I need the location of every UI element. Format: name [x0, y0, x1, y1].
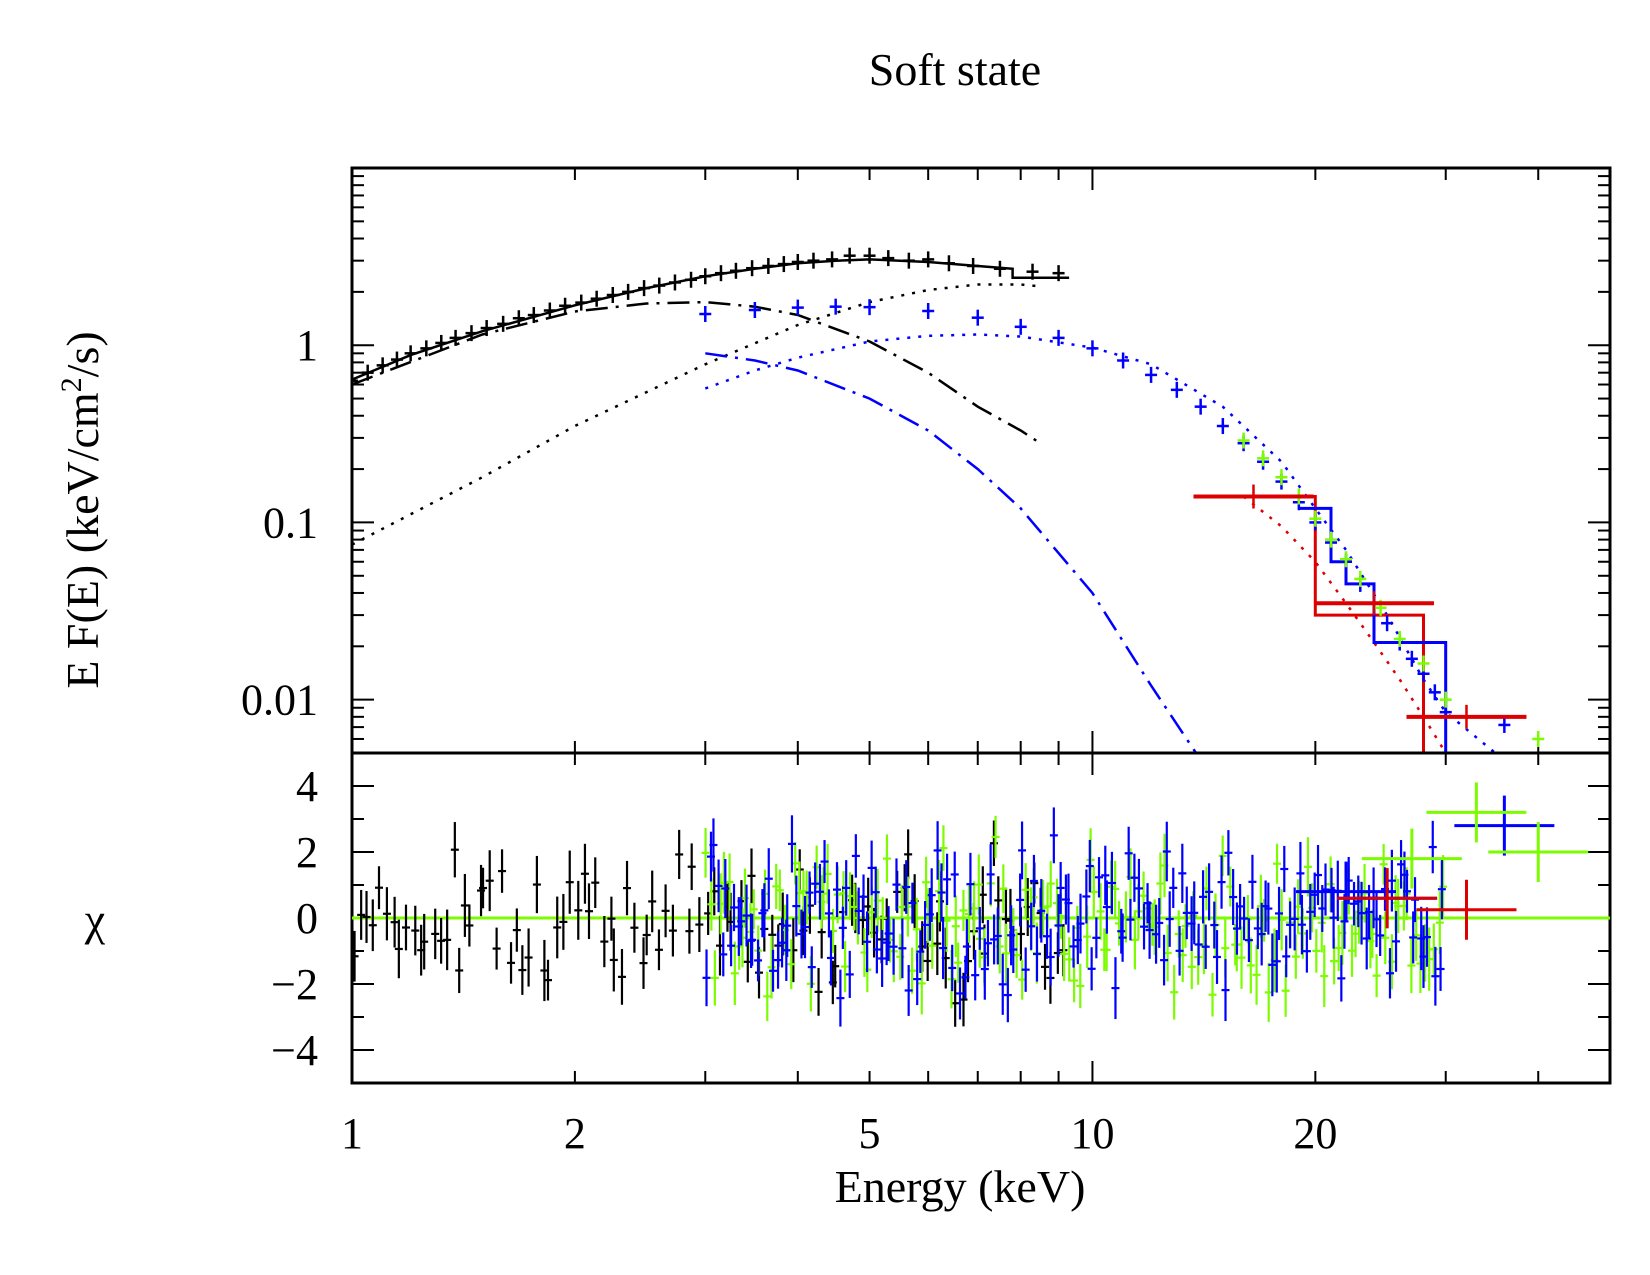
x-tick-label: 5	[859, 1109, 881, 1158]
y-tick-label: 4	[296, 762, 318, 811]
y-axis-label-sup: 2	[55, 377, 88, 392]
residual-axis-label: χ	[84, 894, 106, 945]
y-tick-label: 2	[296, 828, 318, 877]
y-axis-label-end: /s)	[57, 331, 108, 377]
model-curve	[352, 300, 1041, 445]
model-curve	[705, 352, 1198, 753]
model-curve	[1298, 506, 1448, 753]
model-curve	[352, 283, 1041, 546]
top-panel-ticks	[351, 167, 1611, 754]
bottom-panel-marks	[352, 782, 1610, 1027]
x-tick-label: 10	[1070, 1109, 1114, 1158]
y-tick-label: 0	[296, 894, 318, 943]
model-curve	[1242, 495, 1447, 753]
chart-title: Soft state	[869, 44, 1041, 95]
y-axis-label-main: E F(E) (keV/cm	[57, 392, 108, 689]
x-tick-label: 1	[341, 1109, 363, 1158]
x-tick-label: 20	[1293, 1109, 1337, 1158]
y-axis-label: E F(E) (keV/cm2/s)	[55, 331, 108, 688]
top-panel-frame	[350, 166, 1612, 755]
x-tick-label: 2	[564, 1109, 586, 1158]
top-panel-marks	[352, 247, 1545, 753]
y-tick-label: −2	[271, 960, 318, 1009]
y-tick-label: 0.01	[241, 676, 318, 725]
model-curve	[1200, 495, 1446, 753]
model-curve	[704, 333, 1497, 753]
bottom-panel	[350, 751, 1612, 1085]
y-tick-label: −4	[271, 1026, 318, 1075]
y-tick-label: 0.1	[263, 498, 318, 547]
y-tick-label: 1	[296, 321, 318, 370]
top-panel	[350, 166, 1612, 755]
x-axis-label: Energy (keV)	[835, 1161, 1086, 1212]
